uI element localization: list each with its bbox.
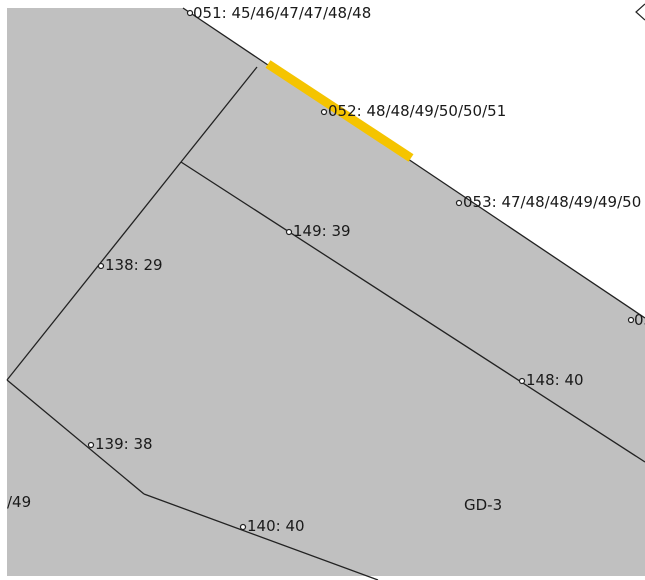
parcel-label: GD-3 <box>464 496 502 514</box>
edge-label-left: /49 <box>7 493 31 511</box>
label-052: 052: 48/48/49/50/50/51 <box>328 102 506 120</box>
label-053: 053: 47/48/48/49/49/50 <box>463 193 641 211</box>
vertex-05x[interactable] <box>627 316 635 324</box>
boundary-bottom <box>143 493 379 580</box>
boundary-top <box>182 7 645 319</box>
label-05x: 05 <box>634 311 645 329</box>
vertex-052[interactable] <box>320 108 328 116</box>
label-139: 139: 38 <box>95 435 153 453</box>
vertex-138[interactable] <box>97 262 105 270</box>
label-149: 149: 39 <box>293 222 351 240</box>
selected-segment-highlight[interactable] <box>265 60 414 162</box>
label-138: 138: 29 <box>105 256 163 274</box>
label-051: 051: 45/46/47/47/48/48 <box>193 4 371 22</box>
vertex-148[interactable] <box>518 377 526 385</box>
left-margin <box>0 0 7 580</box>
bottom-margin <box>0 576 645 580</box>
label-148: 148: 40 <box>526 371 584 389</box>
parcel-area[interactable] <box>7 8 645 580</box>
boundary-middle <box>180 161 645 463</box>
vertex-149[interactable] <box>285 228 293 236</box>
vertex-139[interactable] <box>87 441 95 449</box>
vertex-053[interactable] <box>455 199 463 207</box>
boundary-diagonal-upper <box>180 66 258 163</box>
vertex-051[interactable] <box>186 9 194 17</box>
label-140: 140: 40 <box>247 517 305 535</box>
vertex-140[interactable] <box>239 523 247 531</box>
direction-mark <box>635 3 645 21</box>
boundary-diagonal-lower <box>6 161 182 381</box>
boundary-left-lower <box>6 379 145 495</box>
